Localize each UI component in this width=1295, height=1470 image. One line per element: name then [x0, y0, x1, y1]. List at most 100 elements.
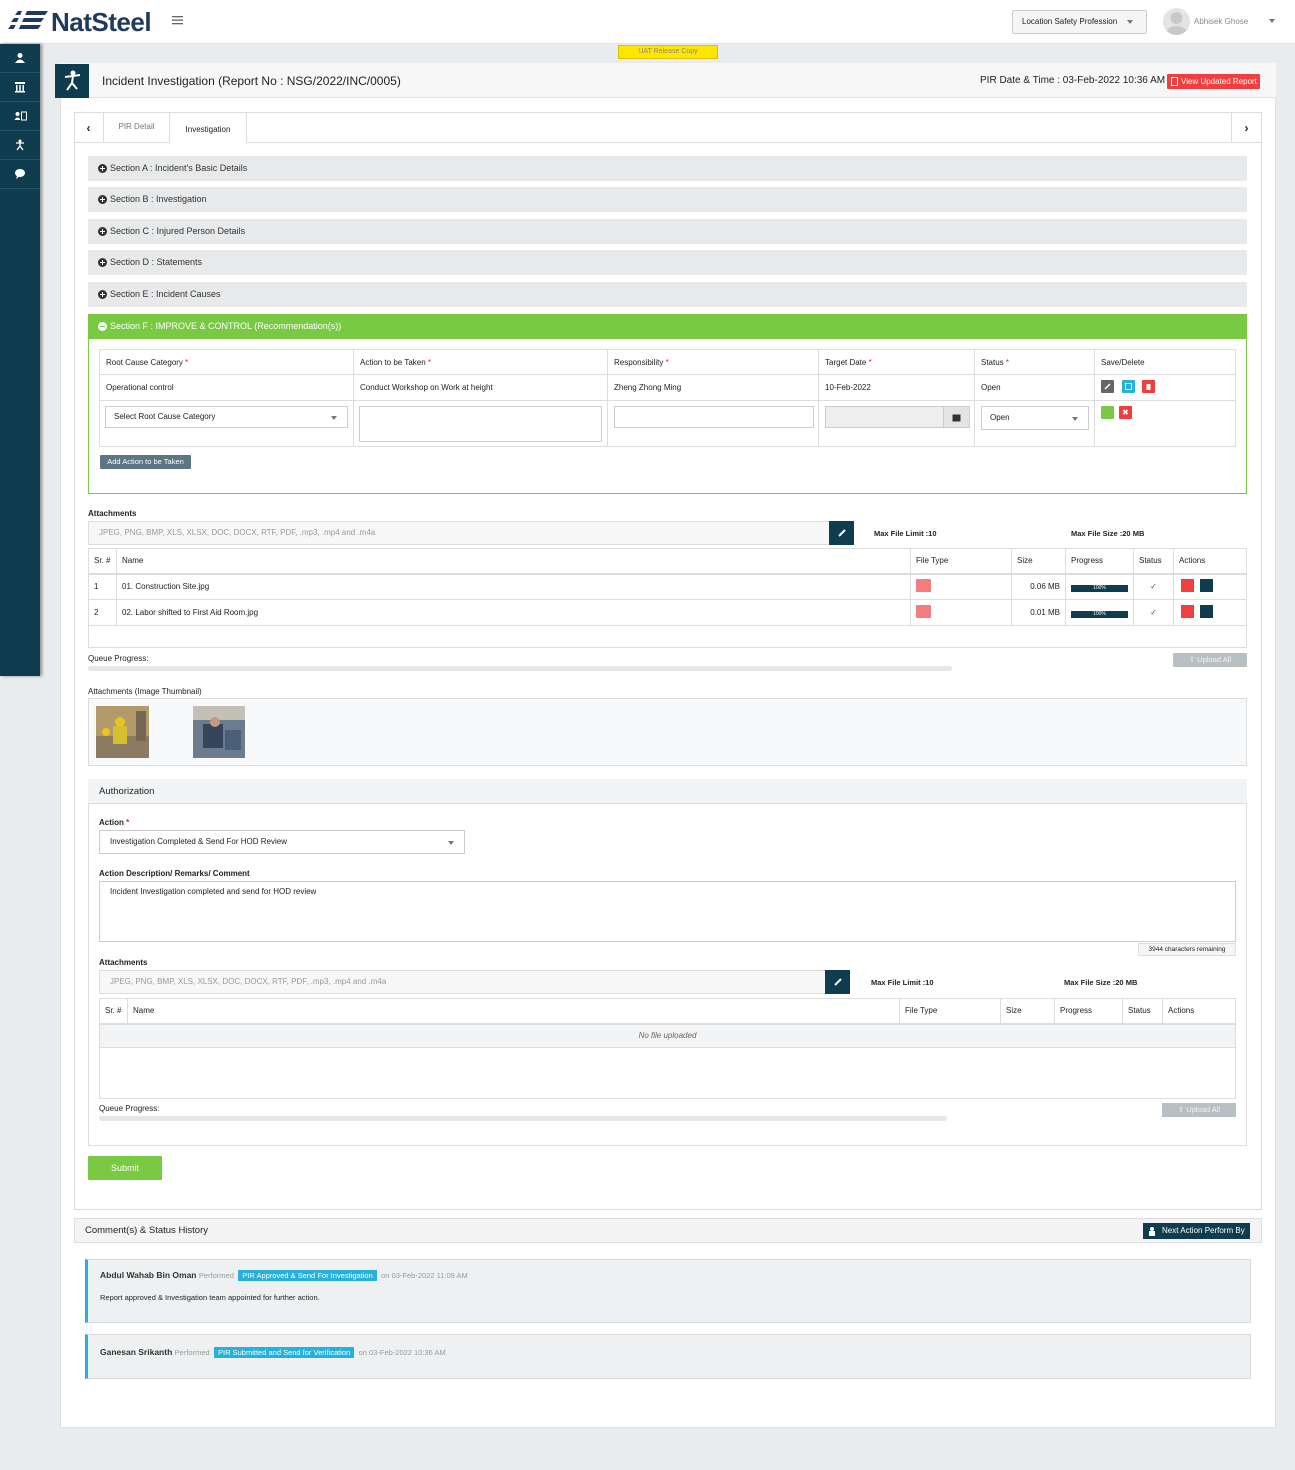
status-select-value: Open — [990, 413, 1010, 422]
submit-button[interactable]: Submit — [88, 1156, 162, 1180]
auth-attachments-label: Attachments — [99, 958, 148, 967]
auth-upload-all-button[interactable]: ⇧ Upload All — [1162, 1103, 1236, 1117]
paperclip-icon — [1104, 383, 1111, 390]
pir-date-time: PIR Date & Time : 03-Feb-2022 10:36 AM — [980, 75, 1166, 86]
cell-action: Conduct Workshop on Work at height — [353, 374, 608, 401]
authorization-action-select[interactable]: Investigation Completed & Send For HOD R… — [99, 830, 465, 854]
col-status: Status — [1133, 548, 1174, 574]
cell-file-type — [910, 573, 1012, 600]
sidebar-item-incident[interactable] — [0, 131, 40, 160]
cell-progress: 100% — [1065, 573, 1134, 600]
next-action-button[interactable]: Next Action Perform By — [1143, 1223, 1250, 1239]
cell-name: 02. Labor shifted to First Aid Room.jpg — [116, 599, 911, 626]
col-status: Status * — [974, 349, 1095, 375]
section-b-header[interactable]: Section B : Investigation — [88, 187, 1247, 212]
image-file-icon — [916, 579, 931, 593]
user-avatar-icon — [1165, 12, 1188, 35]
edit-icon — [1125, 383, 1132, 390]
tab-prev-button[interactable]: ‹ — [74, 112, 104, 143]
thumbnail-labor-first-aid[interactable] — [193, 706, 245, 758]
tab-next-button[interactable]: › — [1231, 112, 1261, 143]
thumbnails-label: Attachments (Image Thumbnail) — [88, 687, 202, 696]
attachment-file-input[interactable]: JPEG, PNG, BMP, XLS, XLSX, DOC, DOCX, RT… — [88, 521, 830, 545]
tab-investigation[interactable]: Investigation — [169, 112, 247, 144]
status-select[interactable]: Open — [981, 406, 1089, 430]
add-action-button[interactable]: Add Action to be Taken — [100, 455, 191, 469]
history-user-name: Ganesan Srikanth — [100, 1347, 173, 1357]
page-header — [60, 63, 1276, 98]
delete-file-button[interactable] — [1181, 605, 1194, 618]
sidebar-item-chat[interactable] — [0, 160, 40, 189]
col-file-type: File Type — [899, 998, 1001, 1024]
auth-attachment-file-input[interactable]: JPEG, PNG, BMP, XLS, XLSX, DOC, DOCX, RT… — [99, 970, 826, 994]
chevron-down-icon — [331, 416, 337, 420]
section-c-header[interactable]: Section C : Injured Person Details — [88, 219, 1247, 244]
section-a-header[interactable]: Section A : Incident's Basic Details — [88, 156, 1247, 181]
chevron-right-icon: › — [1244, 120, 1249, 135]
action-textarea[interactable] — [359, 406, 602, 442]
auth-queue-progress-bar — [99, 1116, 947, 1121]
recommendations-table: Root Cause Category * Action to be Taken… — [99, 349, 1236, 447]
col-sr: Sr. # — [99, 998, 128, 1024]
history-date: on 03-Feb-2022 11:09 AM — [381, 1271, 468, 1280]
plus-circle-icon — [98, 164, 107, 173]
image-file-icon — [916, 605, 931, 618]
chevron-down-icon — [1072, 417, 1078, 421]
upload-all-button[interactable]: ⇧ Upload All — [1173, 653, 1247, 667]
sidebar-item-id-card[interactable] — [0, 102, 40, 131]
auth-queue-progress-label: Queue Progress: — [99, 1104, 160, 1113]
avatar[interactable] — [1163, 8, 1190, 35]
upload-all-label: Upload All — [1197, 655, 1232, 664]
table-row: 2 02. Labor shifted to First Aid Room.jp… — [88, 599, 1247, 626]
history-entry-header: Abdul Wahab Bin Oman Performed PIR Appro… — [100, 1270, 468, 1281]
col-progress: Progress — [1054, 998, 1123, 1024]
hamburger-menu-icon[interactable] — [171, 13, 185, 27]
document-icon — [1171, 77, 1178, 86]
cell-size: 0.01 MB — [1011, 599, 1066, 626]
root-cause-select[interactable]: Select Root Cause Category — [105, 406, 348, 428]
sidebar-item-profile[interactable] — [0, 44, 40, 73]
thumbnail-construction-site[interactable] — [96, 706, 149, 758]
cell-progress: 100% — [1065, 599, 1134, 626]
col-actions: Actions — [1173, 548, 1247, 574]
delete-file-button[interactable] — [1181, 579, 1194, 593]
logo-text[interactable]: NatSteel — [51, 7, 152, 37]
authorization-action-value: Investigation Completed & Send For HOD R… — [110, 837, 287, 846]
trash-icon — [1146, 384, 1151, 390]
section-d-header[interactable]: Section D : Statements — [88, 250, 1247, 275]
plus-circle-icon — [98, 258, 107, 267]
role-select[interactable]: Location Safety Profession — [1012, 10, 1147, 34]
auth-attachments-table: Sr. # Name File Type Size Progress Statu… — [99, 998, 1236, 1099]
attach-file-button[interactable] — [829, 521, 854, 545]
sidebar-item-bank[interactable] — [0, 73, 40, 102]
col-target-date: Target Date * — [818, 349, 975, 375]
paperclip-icon — [837, 529, 846, 537]
user-name[interactable]: Abhisek Ghose — [1194, 17, 1249, 26]
col-status: Status — [1122, 998, 1163, 1024]
authorization-title: Authorization — [88, 779, 1247, 804]
cell-sr: 1 — [88, 573, 117, 600]
id-card-icon — [14, 111, 27, 121]
calendar-button[interactable] — [943, 406, 970, 428]
view-file-button[interactable] — [1200, 605, 1213, 618]
user-menu-chevron-icon[interactable] — [1269, 19, 1275, 23]
no-file-message: No file uploaded — [99, 1023, 1236, 1048]
profile-icon — [15, 53, 25, 63]
remarks-label: Action Description/ Remarks/ Comment — [99, 869, 250, 878]
col-name: Name — [116, 548, 911, 574]
max-file-limit: Max File Limit :10 — [874, 529, 937, 538]
status-badge: PIR Approved & Send For Investigation — [238, 1270, 377, 1281]
section-e-header[interactable]: Section E : Incident Causes — [88, 282, 1247, 307]
view-updated-report-button[interactable]: View Updated Report — [1167, 74, 1260, 89]
cell-name: 01. Construction Site.jpg — [116, 573, 911, 600]
section-f-header[interactable]: Section F : IMPROVE & CONTROL (Recommend… — [88, 314, 1247, 339]
tab-pir-detail[interactable]: PIR Detail — [118, 122, 155, 131]
history-user-name: Abdul Wahab Bin Oman — [100, 1270, 197, 1280]
cancel-row-button[interactable]: ✖ — [1119, 406, 1132, 419]
save-row-button[interactable] — [1101, 406, 1114, 419]
responsibility-input[interactable] — [614, 406, 814, 428]
view-file-button[interactable] — [1200, 579, 1213, 593]
plus-circle-icon — [98, 195, 107, 204]
remarks-textarea[interactable]: Incident Investigation completed and sen… — [99, 881, 1236, 942]
auth-attach-file-button[interactable] — [825, 970, 850, 994]
